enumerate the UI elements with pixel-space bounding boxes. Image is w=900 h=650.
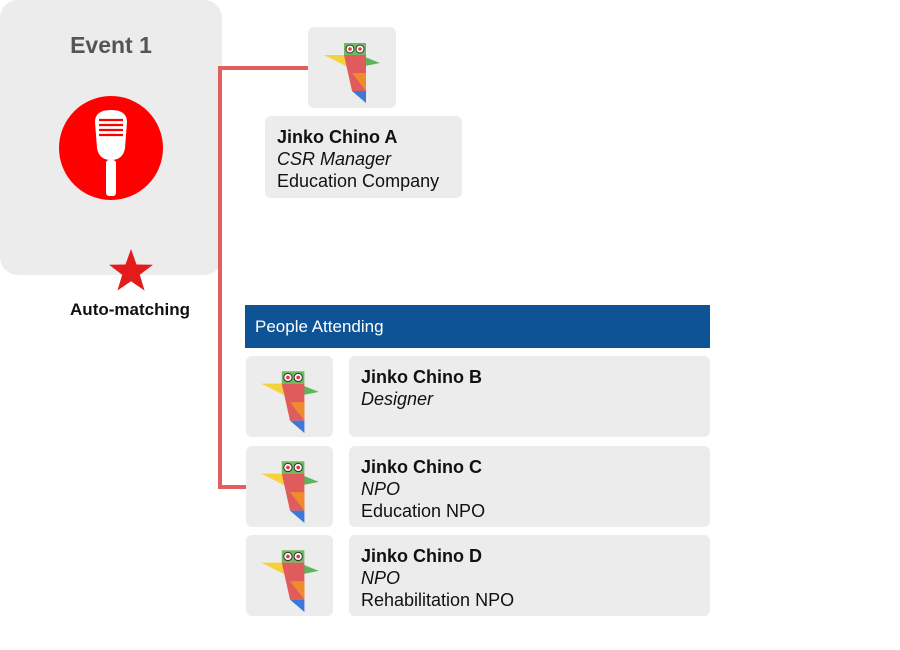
person-avatar[interactable] xyxy=(246,446,333,527)
person-name: Jinko Chino C xyxy=(361,457,482,477)
person-name: Jinko Chino D xyxy=(361,546,482,566)
microphone-icon xyxy=(59,96,163,200)
star-icon xyxy=(109,249,153,291)
person-role: NPO xyxy=(361,479,401,499)
person-info-card[interactable]: Jinko Chino D NPO Rehabilitation NPO xyxy=(349,535,710,616)
person-info-card[interactable]: Jinko Chino B Designer xyxy=(349,356,710,437)
event-title: Event 1 xyxy=(70,32,152,58)
person-avatar[interactable] xyxy=(246,356,333,437)
event-card[interactable]: Event 1 xyxy=(0,0,222,275)
person-org: Education Company xyxy=(277,171,440,191)
person-name: Jinko Chino A xyxy=(277,127,398,147)
bird-avatar-icon xyxy=(260,370,319,433)
bird-avatar-icon xyxy=(260,549,319,612)
host-avatar[interactable] xyxy=(308,27,396,108)
person-org: Rehabilitation NPO xyxy=(361,590,515,610)
bird-avatar-icon xyxy=(324,42,380,103)
person-name: Jinko Chino B xyxy=(361,367,482,387)
person-role: Designer xyxy=(361,389,434,409)
auto-matching-label: Auto-matching xyxy=(70,300,190,319)
person-role: NPO xyxy=(361,568,401,588)
host-info-card[interactable]: Jinko Chino A CSR Manager Education Comp… xyxy=(265,116,462,198)
person-role: CSR Manager xyxy=(277,149,392,169)
people-attending-header: People Attending xyxy=(245,305,710,348)
person-info-card[interactable]: Jinko Chino C NPO Education NPO xyxy=(349,446,710,527)
bird-avatar-icon xyxy=(260,460,319,523)
person-avatar[interactable] xyxy=(246,535,333,616)
person-org: Education NPO xyxy=(361,501,486,521)
